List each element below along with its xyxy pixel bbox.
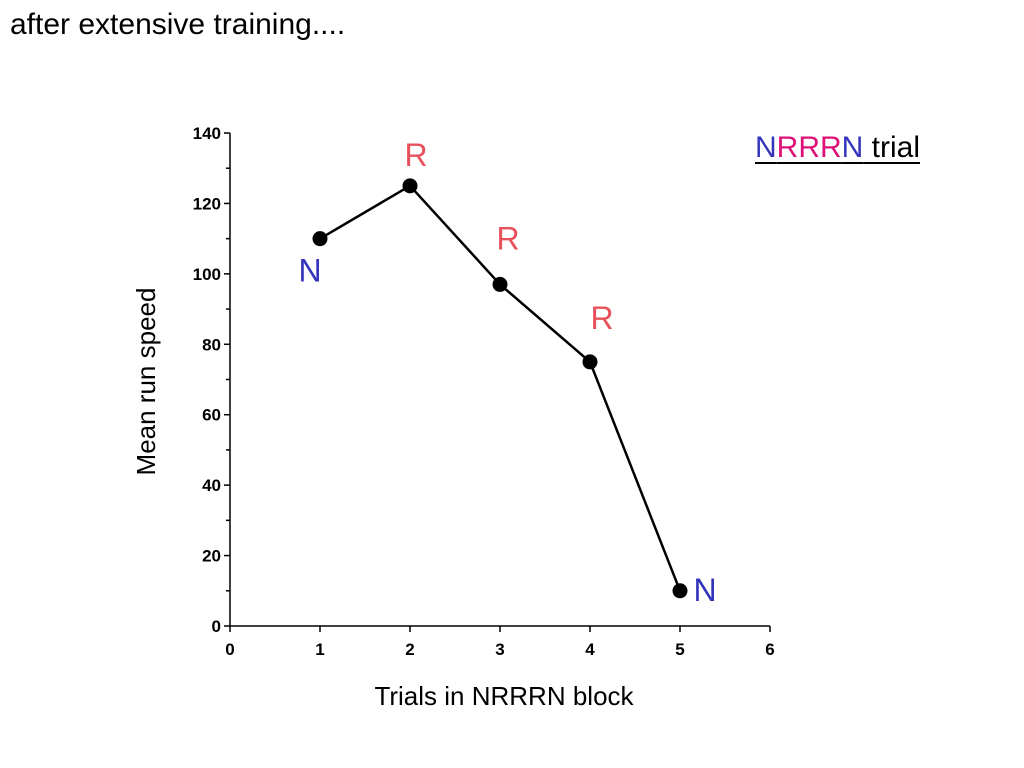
y-tick-label: 80 bbox=[202, 335, 221, 354]
x-tick-label: 1 bbox=[315, 640, 324, 659]
legend-n-last: N bbox=[841, 131, 864, 164]
y-tick-label: 20 bbox=[202, 547, 221, 566]
point-label: R bbox=[496, 220, 519, 256]
legend-trial-word: trial bbox=[863, 131, 921, 164]
point-label: R bbox=[404, 137, 427, 173]
data-point bbox=[672, 583, 688, 599]
y-tick-label: 60 bbox=[202, 406, 221, 425]
x-tick-label: 4 bbox=[585, 640, 595, 659]
x-tick-label: 0 bbox=[225, 640, 234, 659]
legend-n-first: N bbox=[755, 131, 777, 164]
x-axis-label: Trials in NRRRN block bbox=[374, 681, 634, 711]
x-tick-label: 3 bbox=[495, 640, 504, 659]
slide-title: after extensive training.... bbox=[10, 8, 346, 41]
data-point bbox=[492, 276, 508, 292]
chart-point-labels: N R R R N bbox=[298, 137, 716, 608]
x-tick-label: 6 bbox=[765, 640, 774, 659]
point-label: R bbox=[590, 300, 613, 336]
legend-rrr: RRR bbox=[776, 131, 842, 164]
y-tick-label: 120 bbox=[193, 194, 221, 213]
y-tick-label: 140 bbox=[193, 124, 221, 143]
y-tick-label: 40 bbox=[202, 476, 221, 495]
data-point bbox=[582, 354, 598, 370]
y-tick-label: 0 bbox=[212, 617, 221, 636]
chart-series bbox=[312, 178, 688, 599]
point-label: N bbox=[298, 253, 321, 289]
y-axis-label: Mean run speed bbox=[131, 288, 161, 476]
point-label: N bbox=[693, 572, 716, 608]
y-tick-label: 100 bbox=[193, 265, 221, 284]
data-point bbox=[402, 178, 418, 194]
data-point bbox=[312, 231, 328, 247]
legend-nrrrn-trial: NRRRN trial bbox=[755, 131, 920, 165]
x-tick-label: 5 bbox=[675, 640, 684, 659]
chart-axes: 0 20 40 60 80 100 120 140 0 1 2 3 4 5 6 bbox=[193, 124, 775, 659]
x-tick-label: 2 bbox=[405, 640, 414, 659]
